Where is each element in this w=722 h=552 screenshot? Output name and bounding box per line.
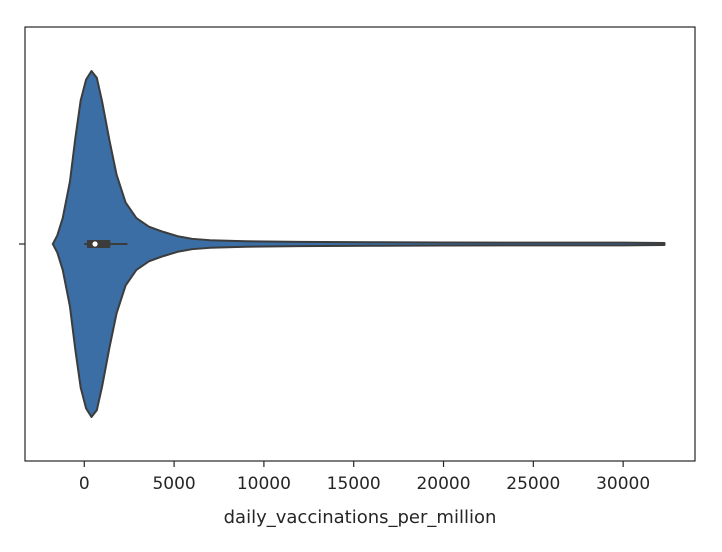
x-axis-label: daily_vaccinations_per_million — [224, 507, 497, 528]
violin-iqr-box — [86, 240, 111, 248]
x-axis-ticks: 0 5000 10000 15000 20000 25000 30000 — [19, 243, 650, 494]
x-tick-label: 30000 — [596, 474, 650, 494]
violin-body — [51, 70, 666, 418]
x-tick-label: 0 — [79, 474, 90, 494]
plot-area — [24, 26, 696, 462]
x-tick-label: 25000 — [506, 474, 560, 494]
x-tick-label: 20000 — [416, 474, 470, 494]
x-tick-label: 15000 — [327, 474, 381, 494]
x-tick-label: 5000 — [152, 474, 195, 494]
x-tick-label: 10000 — [237, 474, 291, 494]
violin-median-dot — [92, 241, 98, 247]
